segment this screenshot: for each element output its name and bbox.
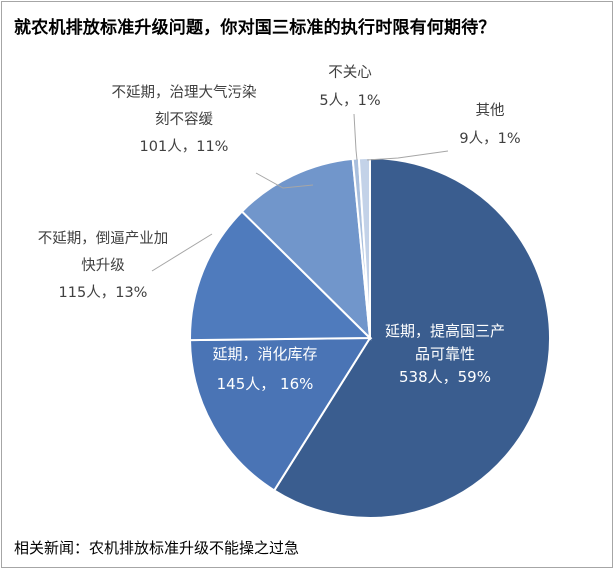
slice-category-label-4: 不延期，治理大气污染	[112, 84, 257, 101]
leader-line-3	[151, 233, 213, 272]
slice-category-label-3: 不延期，倒逼产业加	[38, 230, 169, 247]
slice-value-label-2: 145人， 16%	[217, 375, 314, 393]
leader-line-4	[255, 172, 314, 189]
slice-value-label-4: 101人，11%	[140, 138, 229, 155]
slice-category-label-1: 品可靠性	[415, 345, 475, 363]
slice-category-label-1: 延期，提高国三产	[385, 322, 505, 340]
pie-slice-4	[240, 157, 372, 341]
pie-slice-2	[189, 336, 372, 492]
chart-title: 就农机排放标准升级问题，你对国三标准的执行时限有何期待？	[14, 18, 496, 38]
slice-value-label-5: 5人，1%	[319, 92, 380, 109]
slice-category-label-5: 不关心	[328, 64, 372, 81]
pie-slice-1	[272, 156, 551, 519]
related-news-link[interactable]: 相关新闻：农机排放标准升级不能操之过急	[14, 539, 300, 557]
pie-slice-6	[357, 156, 371, 339]
slice-category-label-4: 刻不容缓	[155, 111, 213, 128]
slice-value-label-3: 115人，13%	[59, 284, 148, 301]
slice-category-label-3: 快升级	[81, 257, 125, 274]
slice-category-label-6: 其他	[476, 102, 505, 119]
leader-line-6	[366, 150, 449, 161]
slice-value-label-6: 9人，1%	[459, 130, 520, 147]
leader-line-5	[353, 113, 358, 161]
pie-slice-3	[189, 210, 373, 342]
slice-value-label-1: 538人，59%	[399, 368, 491, 386]
slice-category-label-2: 延期，消化库存	[212, 345, 317, 363]
